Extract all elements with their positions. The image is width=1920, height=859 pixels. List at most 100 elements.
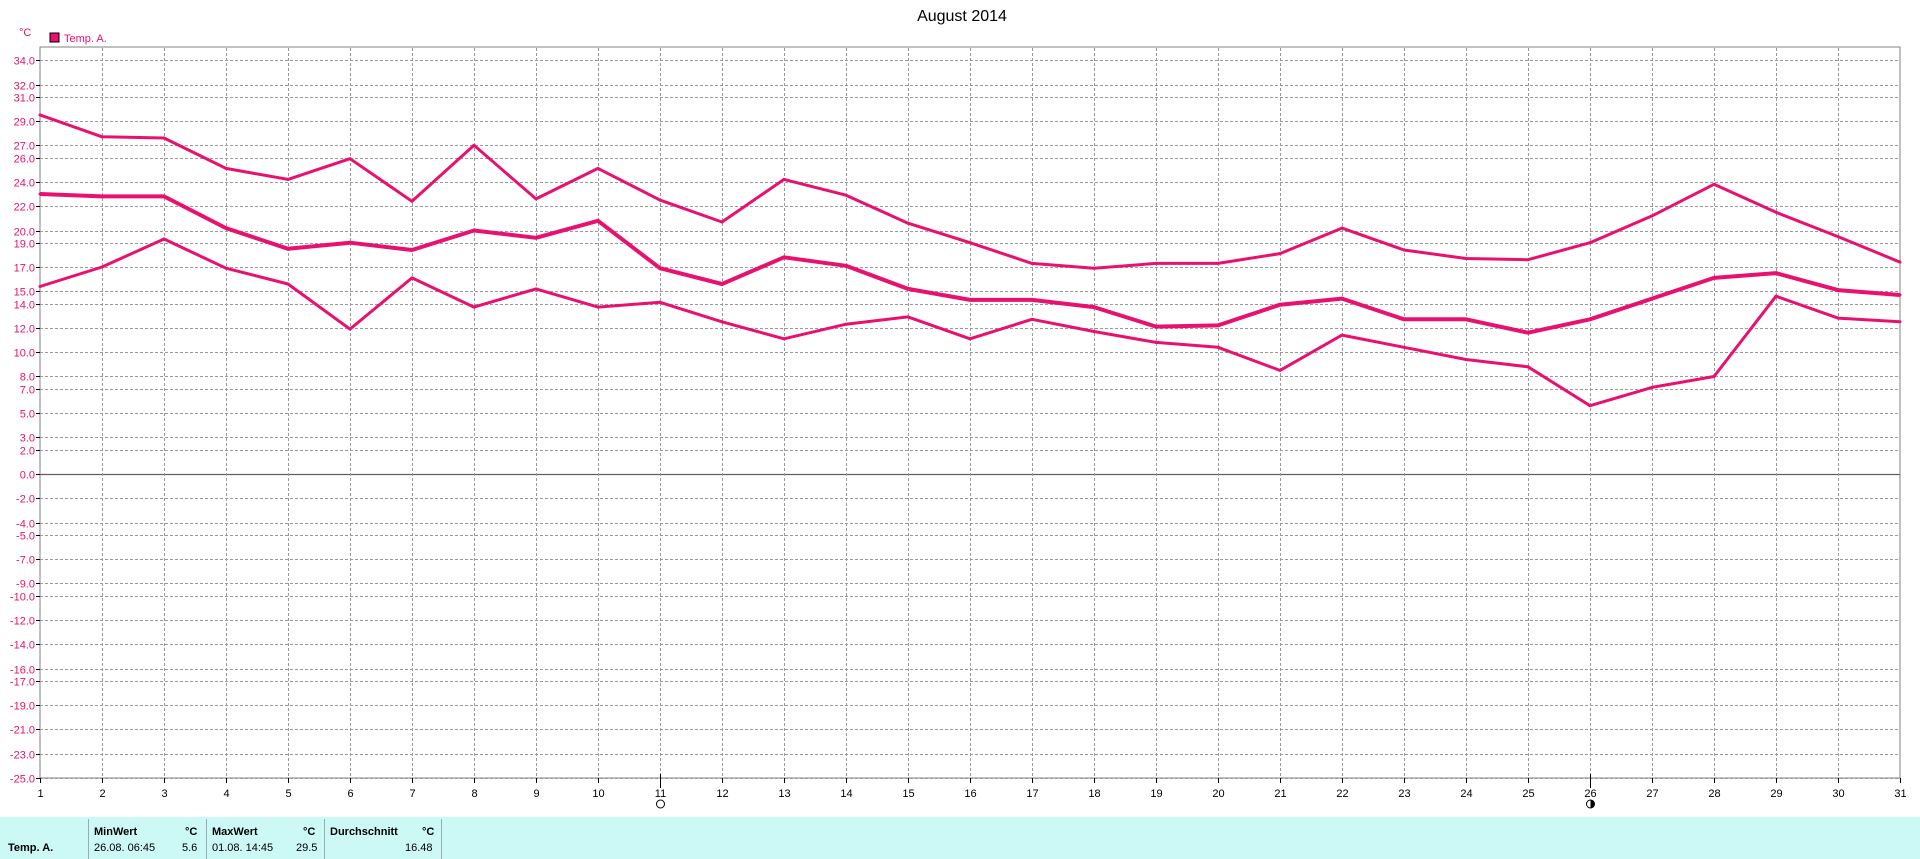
y-tick-label: -19.0 — [10, 701, 35, 713]
data-point-avg — [410, 248, 414, 252]
data-point-min — [224, 266, 228, 270]
x-tick-label: 20 — [1212, 788, 1224, 800]
max-unit: °C — [303, 826, 316, 838]
data-point-avg — [1216, 323, 1220, 327]
data-point-min — [596, 305, 600, 309]
avg-value: 16.48 — [405, 842, 433, 854]
data-point-max — [1216, 261, 1220, 265]
y-tick-label: 12.0 — [14, 324, 35, 336]
min-header: MinWert — [94, 826, 138, 838]
y-tick-label: 27.0 — [14, 141, 35, 153]
data-point-avg — [1154, 325, 1158, 329]
y-tick-label: 31.0 — [14, 93, 35, 105]
data-point-avg — [348, 241, 352, 245]
data-point-max — [1774, 210, 1778, 214]
data-point-min — [1154, 340, 1158, 344]
x-tick-label: 31 — [1894, 788, 1906, 800]
x-tick-label: 24 — [1460, 788, 1472, 800]
x-tick-label: 12 — [716, 788, 728, 800]
divider — [324, 819, 325, 859]
y-tick-label: 2.0 — [20, 446, 35, 458]
data-point-max — [1464, 256, 1468, 260]
divider — [206, 819, 207, 859]
y-tick-label: -4.0 — [16, 519, 35, 531]
data-point-max — [1278, 252, 1282, 256]
data-point-avg — [1650, 297, 1654, 301]
x-tick-label: 6 — [347, 788, 353, 800]
y-tick-label: -14.0 — [10, 640, 35, 652]
data-point-max — [1588, 241, 1592, 245]
data-point-max — [1402, 248, 1406, 252]
y-tick-label: 26.0 — [14, 154, 35, 166]
data-point-max — [472, 143, 476, 147]
y-unit-label: °C — [19, 27, 31, 39]
y-tick-label: -2.0 — [16, 494, 35, 506]
data-point-min — [1340, 333, 1344, 337]
data-point-max — [1030, 261, 1034, 265]
x-tick-label: 10 — [592, 788, 604, 800]
data-point-min — [1774, 294, 1778, 298]
x-tick-label: 28 — [1708, 788, 1720, 800]
data-point-avg — [472, 229, 476, 232]
data-point-avg — [38, 192, 42, 196]
data-point-max — [1154, 261, 1158, 265]
data-point-max — [1898, 260, 1902, 264]
x-axis: 1 2 3 4 5 6 7 8 9 10 11 12 13 14 15 16 17 18 19 20 21 22 23 24 2… — [37, 778, 1907, 800]
divider — [441, 819, 442, 859]
y-tick-label: -7.0 — [16, 555, 35, 567]
half-moon-shade — [1590, 800, 1595, 808]
min-value: 5.6 — [182, 842, 198, 854]
y-tick-label: -23.0 — [10, 750, 35, 762]
data-point-max — [348, 157, 352, 161]
max-datetime: 01.08. 14:45 — [212, 842, 274, 854]
y-tick-label: -12.0 — [10, 616, 35, 628]
data-point-avg — [1278, 303, 1282, 307]
data-point-min — [1464, 357, 1468, 361]
data-point-max — [410, 199, 414, 203]
data-point-avg — [1588, 317, 1592, 321]
x-tick-label: 22 — [1336, 788, 1348, 800]
data-point-max — [1836, 235, 1840, 239]
min-datetime: 26.08. 06:45 — [94, 842, 156, 854]
data-point-min — [534, 287, 538, 291]
x-tick-label: 23 — [1398, 788, 1410, 800]
x-tick-label: 11 — [655, 788, 666, 800]
data-point-avg — [1712, 276, 1716, 280]
x-tick-label: 15 — [902, 788, 914, 800]
x-tick-label: 2 — [99, 788, 105, 800]
data-point-min — [38, 284, 42, 288]
y-tick-label: 8.0 — [20, 372, 35, 384]
x-tick-label: 1 — [37, 788, 43, 800]
data-point-max — [782, 177, 786, 181]
data-point-max — [1650, 214, 1654, 218]
data-point-avg — [224, 226, 228, 230]
y-tick-label: 24.0 — [14, 178, 35, 190]
data-point-avg — [162, 194, 166, 198]
data-point-min — [1030, 317, 1034, 321]
max-header: MaxWert — [212, 826, 258, 838]
y-tick-label: -9.0 — [16, 579, 35, 591]
data-point-min — [1712, 375, 1716, 378]
grid — [39, 46, 1901, 779]
data-point-min — [906, 315, 910, 319]
y-tick-label: 0.0 — [20, 470, 35, 482]
y-tick-label: -10.0 — [10, 592, 35, 604]
data-point-min — [410, 276, 414, 280]
y-tick-label: 5.0 — [20, 409, 35, 421]
x-tick-label: 14 — [840, 788, 852, 800]
data-point-max — [1340, 226, 1344, 230]
data-point-avg — [968, 298, 972, 302]
stats-row-label: Temp. A. — [8, 842, 54, 854]
data-point-max — [720, 220, 724, 224]
x-tick-label: 27 — [1646, 788, 1658, 800]
data-point-min — [472, 305, 476, 309]
moon-markers — [656, 774, 1595, 809]
series — [38, 113, 1902, 408]
data-point-min — [1092, 329, 1096, 333]
data-point-max — [596, 166, 600, 170]
data-point-max — [100, 135, 104, 139]
x-tick-label: 5 — [285, 788, 291, 800]
y-tick-label: 15.0 — [14, 287, 35, 299]
data-point-max — [906, 221, 910, 225]
data-point-avg — [844, 264, 848, 268]
